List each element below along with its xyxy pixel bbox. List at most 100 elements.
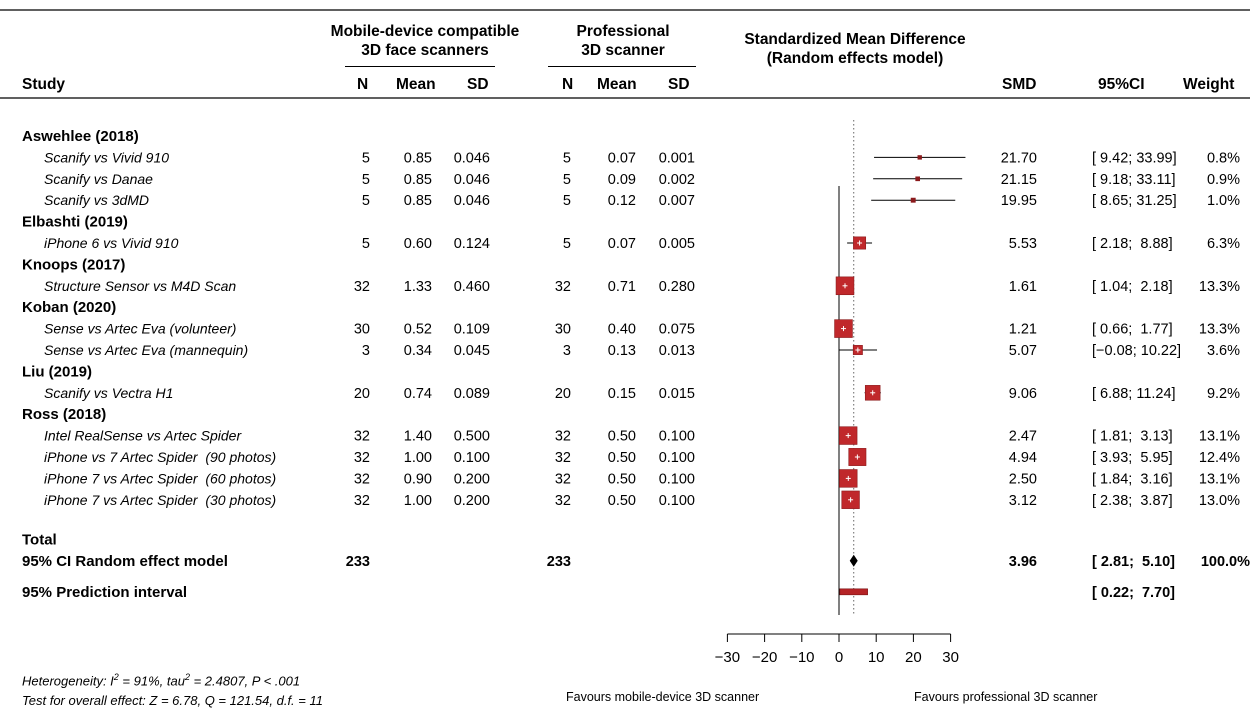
cell-n2: 5 xyxy=(563,193,571,209)
cell-n1: 32 xyxy=(354,450,370,466)
cell-ci: [ 9.18; 33.11] xyxy=(1092,172,1176,188)
cell-n1: 3 xyxy=(362,343,370,359)
col-mean1: Mean xyxy=(396,76,436,93)
cell-n1: 32 xyxy=(354,429,370,445)
cell-sd1: 0.200 xyxy=(454,471,490,487)
cell-n1: 20 xyxy=(354,386,370,402)
cell-sd1: 0.109 xyxy=(454,322,490,338)
group-header-mobile-line1: Mobile-device compatible xyxy=(330,23,520,40)
cell-n2: 32 xyxy=(555,450,571,466)
cell-sd1: 0.045 xyxy=(454,343,490,359)
cell-smd: 3.12 xyxy=(1009,493,1037,509)
col-study: Study xyxy=(22,76,66,93)
pooled-n2: 233 xyxy=(547,554,571,570)
cell-ci: [ 6.88; 11.24] xyxy=(1092,386,1176,402)
cell-smd: 21.70 xyxy=(1001,150,1037,166)
x-tick-label: −20 xyxy=(752,649,777,666)
x-tick-label: 0 xyxy=(835,649,843,666)
group-label: Koban (2020) xyxy=(22,299,116,316)
cell-sd2: 0.100 xyxy=(659,471,695,487)
group-label: Ross (2018) xyxy=(22,406,106,423)
cell-sd1: 0.089 xyxy=(454,386,490,402)
study-label: iPhone vs 7 Artec Spider (90 photos) xyxy=(44,449,276,465)
pooled-diamond xyxy=(849,554,858,567)
cell-smd: 2.50 xyxy=(1009,471,1037,487)
cell-weight: 13.3% xyxy=(1199,322,1240,338)
cell-sd2: 0.007 xyxy=(659,193,695,209)
group-label: Aswehlee (2018) xyxy=(22,128,139,145)
x-tick-label: −30 xyxy=(715,649,740,666)
heterogeneity-p: P xyxy=(251,673,260,689)
cell-mean2: 0.50 xyxy=(608,493,636,509)
cell-sd2: 0.280 xyxy=(659,279,695,295)
cell-sd1: 0.124 xyxy=(454,236,490,252)
cell-n2: 30 xyxy=(555,322,571,338)
cell-mean2: 0.50 xyxy=(608,450,636,466)
cell-smd: 1.61 xyxy=(1009,279,1037,295)
cell-mean1: 0.74 xyxy=(404,386,432,402)
cell-weight: 0.8% xyxy=(1207,150,1240,166)
effect-square xyxy=(915,176,921,182)
col-mean2: Mean xyxy=(597,76,637,93)
cell-n1: 30 xyxy=(354,322,370,338)
study-label: Intel RealSense vs Artec Spider xyxy=(44,428,242,444)
heterogeneity-prefix: Heterogeneity: xyxy=(22,673,111,689)
cell-mean2: 0.12 xyxy=(608,193,636,209)
cell-mean2: 0.07 xyxy=(608,150,636,166)
cell-mean2: 0.13 xyxy=(608,343,636,359)
cell-mean1: 0.60 xyxy=(404,236,432,252)
cell-weight: 13.0% xyxy=(1199,493,1240,509)
cell-n1: 32 xyxy=(354,279,370,295)
cell-ci: [ 3.93; 5.95] xyxy=(1092,450,1173,466)
cell-ci: [ 8.65; 31.25] xyxy=(1092,193,1177,209)
col-sd2: SD xyxy=(668,76,690,93)
study-label: iPhone 6 vs Vivid 910 xyxy=(44,235,179,251)
group-header-mobile-line2: 3D face scanners xyxy=(361,42,489,59)
cell-smd: 5.07 xyxy=(1009,343,1037,359)
cell-mean1: 0.85 xyxy=(404,150,432,166)
cell-mean2: 0.15 xyxy=(608,386,636,402)
cell-mean1: 1.33 xyxy=(404,279,432,295)
cell-mean2: 0.07 xyxy=(608,236,636,252)
overall-effect-text: Test for overall effect: Z = 6.78, Q = 1… xyxy=(22,693,323,708)
cell-weight: 1.0% xyxy=(1207,193,1240,209)
study-label: Scanify vs Vectra H1 xyxy=(44,385,173,401)
cell-mean2: 0.09 xyxy=(608,172,636,188)
cell-n1: 5 xyxy=(362,193,370,209)
col-smd: SMD xyxy=(1002,76,1037,93)
cell-sd2: 0.013 xyxy=(659,343,695,359)
group-label: Total xyxy=(22,531,57,548)
prediction-bar xyxy=(839,588,868,596)
cell-ci: [ 2.38; 3.87] xyxy=(1092,493,1173,509)
x-tick-label: 10 xyxy=(868,649,885,666)
prediction-label: 95% Prediction interval xyxy=(22,584,187,601)
group-header-professional-line2: 3D scanner xyxy=(581,42,665,59)
prediction-ci: [ 0.22; 7.70] xyxy=(1092,585,1175,601)
cell-mean1: 1.00 xyxy=(404,493,432,509)
heterogeneity-i: I xyxy=(110,673,114,689)
study-label: Scanify vs Danae xyxy=(44,171,153,187)
smd-header-line1: Standardized Mean Difference xyxy=(744,31,966,48)
cell-n1: 5 xyxy=(362,236,370,252)
favours-right-label: Favours professional 3D scanner xyxy=(914,690,1098,704)
pooled-label: 95% CI Random effect model xyxy=(22,553,228,570)
x-tick-label: −10 xyxy=(789,649,814,666)
heterogeneity-rest: = 2.4807, xyxy=(189,673,252,689)
x-tick-label: 30 xyxy=(942,649,959,666)
group-underline-professional xyxy=(548,66,696,67)
cell-mean2: 0.71 xyxy=(608,279,636,295)
cell-mean1: 1.00 xyxy=(404,450,432,466)
heterogeneity-sup: 2 xyxy=(113,672,119,682)
cell-sd1: 0.046 xyxy=(454,193,490,209)
cell-sd1: 0.460 xyxy=(454,279,490,295)
col-weight: Weight xyxy=(1183,76,1235,93)
study-label: Scanify vs Vivid 910 xyxy=(44,149,169,165)
study-label: Sense vs Artec Eva (volunteer) xyxy=(44,321,236,337)
cell-smd: 4.94 xyxy=(1009,450,1037,466)
cell-sd2: 0.100 xyxy=(659,429,695,445)
cell-n2: 20 xyxy=(555,386,571,402)
study-label: Sense vs Artec Eva (mannequin) xyxy=(44,342,248,358)
cell-sd1: 0.200 xyxy=(454,493,490,509)
